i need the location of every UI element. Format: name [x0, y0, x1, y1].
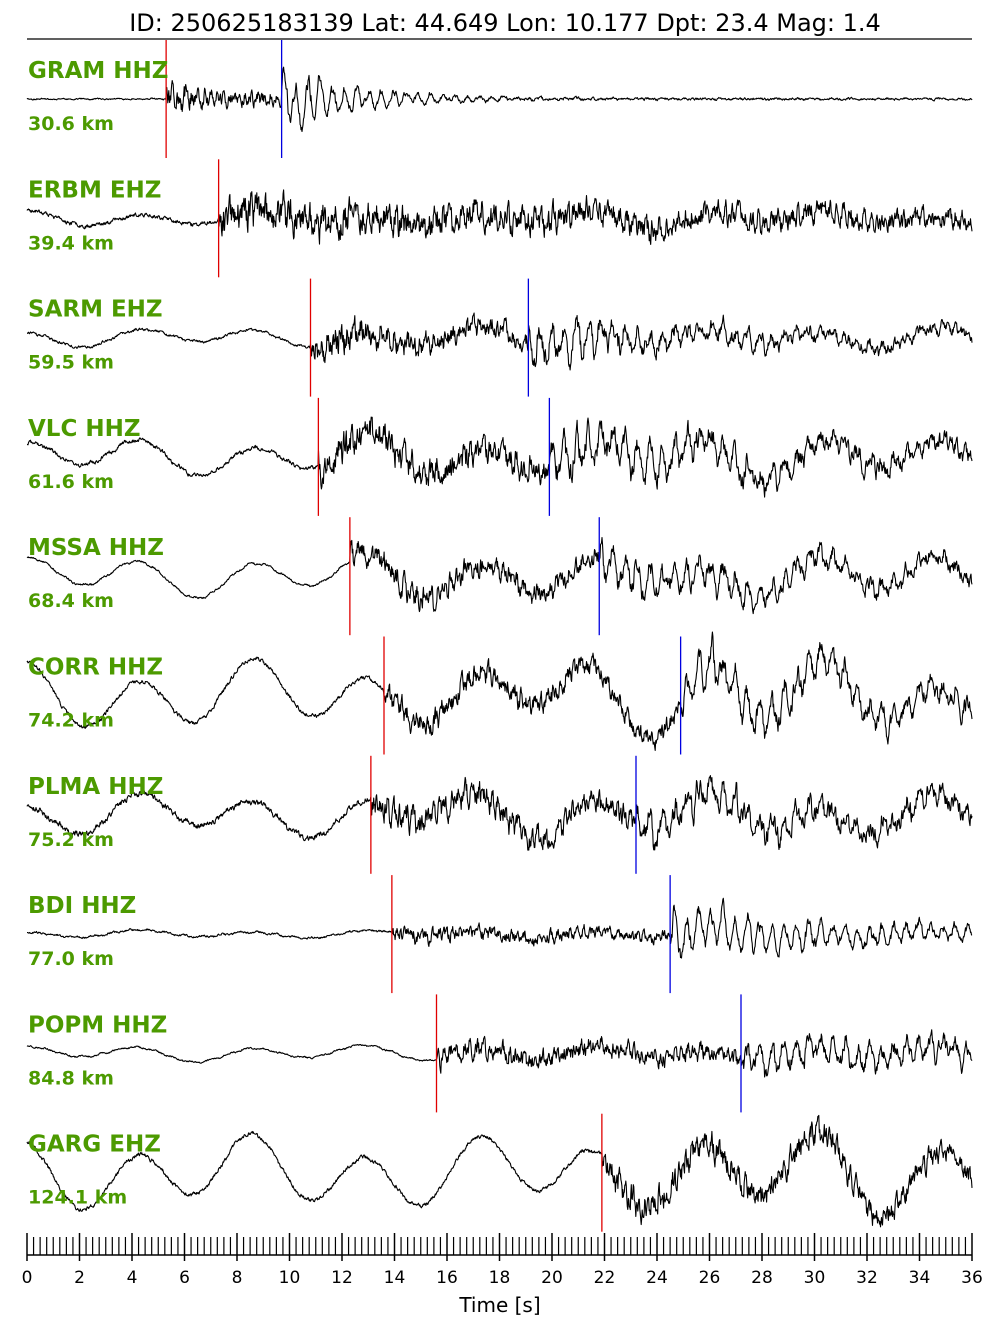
distance-label: 59.5 km — [28, 352, 114, 374]
tick-label: 24 — [646, 1268, 668, 1288]
trace-row: CORR HHZ 74.2 km — [26, 631, 973, 755]
tick-label: 34 — [909, 1268, 931, 1288]
station-label: GRAM HHZ — [28, 58, 168, 84]
station-label: CORR HHZ — [28, 655, 163, 681]
station-label: SARM EHZ — [28, 297, 163, 323]
tick-label: 6 — [179, 1268, 190, 1288]
tick-label: 4 — [127, 1268, 138, 1288]
waveform-trace — [26, 312, 973, 371]
station-label: MSSA HHZ — [28, 535, 164, 561]
trace-row: ERBM EHZ 39.4 km — [26, 159, 973, 278]
distance-label: 74.2 km — [28, 710, 114, 732]
distance-label: 61.6 km — [28, 471, 114, 493]
x-axis-label: Time [s] — [458, 1293, 540, 1317]
tick-label: 36 — [961, 1268, 983, 1288]
tick-label: 32 — [856, 1268, 878, 1288]
tick-label: 10 — [279, 1268, 301, 1288]
tick-label: 0 — [22, 1268, 33, 1288]
waveform-trace — [26, 66, 973, 133]
waveform-trace — [26, 1114, 973, 1228]
waveform-trace — [26, 189, 973, 245]
distance-label: 30.6 km — [28, 113, 114, 135]
station-label: VLC HHZ — [28, 416, 141, 442]
station-label: POPM HHZ — [28, 1012, 167, 1038]
station-label: ERBM EHZ — [28, 177, 162, 203]
tick-label: 30 — [804, 1268, 826, 1288]
trace-row: BDI HHZ 77.0 km — [26, 875, 973, 994]
tick-label: 2 — [74, 1268, 85, 1288]
tick-label: 18 — [489, 1268, 511, 1288]
time-axis: 0 2 4 6 8 10 12 14 16 18 20 22 24 26 28 30 32 34 36 — [22, 1233, 983, 1288]
waveform-trace — [26, 1029, 973, 1078]
distance-label: 39.4 km — [28, 232, 114, 254]
trace-row: POPM HHZ 84.8 km — [26, 994, 973, 1113]
tick-label: 14 — [384, 1268, 406, 1288]
waveform-trace — [26, 416, 973, 498]
tick-label: 22 — [594, 1268, 616, 1288]
distance-label: 77.0 km — [28, 948, 114, 970]
trace-panel: GRAM HHZ 30.6 km ERBM EHZ 39.4 km SARM EHZ 59… — [26, 40, 973, 1232]
waveform-trace — [26, 775, 973, 851]
waveform-trace — [26, 631, 973, 751]
station-label: PLMA HHZ — [28, 774, 163, 800]
distance-label: 68.4 km — [28, 590, 114, 612]
trace-row: GARG EHZ 124.1 km — [26, 1113, 973, 1232]
station-label: GARG EHZ — [28, 1132, 161, 1158]
trace-row: SARM EHZ 59.5 km — [26, 278, 973, 397]
waveform-trace — [26, 537, 973, 615]
tick-label: 20 — [541, 1268, 563, 1288]
tick-label: 12 — [331, 1268, 353, 1288]
distance-label: 84.8 km — [28, 1067, 114, 1089]
tick-label: 26 — [699, 1268, 721, 1288]
waveform-trace — [26, 897, 973, 959]
tick-label: 28 — [751, 1268, 773, 1288]
tick-label: 8 — [232, 1268, 243, 1288]
distance-label: 124.1 km — [28, 1187, 127, 1209]
trace-row: VLC HHZ 61.6 km — [26, 397, 973, 516]
event-title: ID: 250625183139 Lat: 44.649 Lon: 10.177… — [129, 9, 881, 37]
tick-label: 16 — [436, 1268, 458, 1288]
trace-row: MSSA HHZ 68.4 km — [26, 517, 973, 636]
trace-row: PLMA HHZ 75.2 km — [26, 755, 973, 874]
trace-row: GRAM HHZ 30.6 km — [26, 40, 973, 158]
station-label: BDI HHZ — [28, 893, 136, 919]
distance-label: 75.2 km — [28, 829, 114, 851]
